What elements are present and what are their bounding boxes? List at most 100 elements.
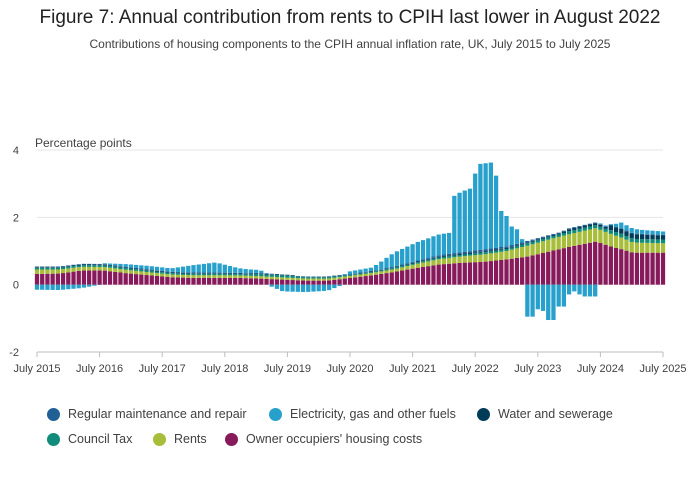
bar-council-tax bbox=[473, 253, 478, 256]
bar-water bbox=[180, 272, 186, 274]
bar-rents bbox=[598, 229, 603, 244]
bar-ooh bbox=[139, 274, 144, 285]
legend-item-ooh[interactable]: Owner occupiers' housing costs bbox=[225, 432, 422, 446]
bar-council-tax bbox=[201, 273, 207, 276]
legend-item-rents[interactable]: Rents bbox=[153, 432, 207, 446]
bar-regular-maintenance bbox=[473, 250, 478, 253]
bar-ooh bbox=[227, 277, 233, 285]
x-tick-label: July 2019 bbox=[264, 363, 311, 375]
bar-water bbox=[530, 240, 535, 242]
legend-dot-icon bbox=[153, 432, 166, 446]
bar-regular-maintenance bbox=[384, 268, 389, 269]
bar-ooh bbox=[118, 272, 123, 285]
bar-council-tax bbox=[405, 264, 410, 267]
bar-rents bbox=[326, 278, 332, 281]
bar-regular-maintenance bbox=[71, 264, 76, 266]
bar-water bbox=[436, 256, 441, 258]
bar-rents bbox=[66, 268, 71, 273]
bar-water bbox=[34, 267, 40, 268]
bar-electricity bbox=[577, 284, 582, 295]
bar-regular-maintenance bbox=[420, 259, 426, 261]
legend-item-water[interactable]: Water and sewerage bbox=[477, 407, 613, 421]
bar-ooh bbox=[473, 262, 478, 285]
bar-regular-maintenance bbox=[139, 268, 144, 270]
bar-council-tax bbox=[191, 273, 196, 276]
bar-electricity bbox=[233, 267, 238, 273]
bar-water bbox=[410, 262, 415, 264]
legend-item-regular-maintenance[interactable]: Regular maintenance and repair bbox=[47, 407, 247, 421]
bar-electricity bbox=[467, 188, 473, 252]
bar-rents bbox=[332, 277, 337, 280]
legend-dot-icon bbox=[225, 432, 238, 446]
bar-electricity bbox=[379, 261, 384, 270]
bar-water bbox=[269, 274, 274, 275]
bar-water bbox=[634, 234, 640, 239]
bar-regular-maintenance bbox=[113, 265, 118, 267]
bar-ooh bbox=[269, 279, 274, 285]
bar-council-tax bbox=[97, 265, 102, 267]
bar-council-tax bbox=[66, 266, 71, 269]
bar-water bbox=[572, 227, 577, 230]
bar-electricity bbox=[81, 284, 87, 288]
bar-water bbox=[488, 250, 493, 252]
bar-ooh bbox=[66, 272, 71, 285]
bar-rents bbox=[201, 275, 207, 278]
bar-ooh bbox=[165, 276, 170, 285]
bar-ooh bbox=[311, 280, 316, 285]
bar-rents bbox=[154, 273, 160, 276]
bar-council-tax bbox=[316, 277, 321, 279]
bar-electricity bbox=[113, 263, 118, 266]
y-tick-label: 4 bbox=[13, 145, 19, 157]
bar-water bbox=[207, 273, 212, 274]
bar-regular-maintenance bbox=[410, 261, 415, 263]
bar-regular-maintenance bbox=[478, 249, 483, 252]
bar-rents bbox=[207, 275, 212, 278]
bar-council-tax bbox=[326, 277, 332, 279]
bar-rents bbox=[441, 258, 447, 265]
bar-ooh bbox=[81, 270, 87, 285]
x-tick-label: July 2017 bbox=[139, 363, 186, 375]
bar-water bbox=[280, 274, 285, 276]
bar-ooh bbox=[97, 270, 102, 285]
bar-electricity bbox=[358, 269, 363, 273]
bar-ooh bbox=[201, 277, 207, 285]
bar-water bbox=[426, 259, 431, 261]
bar-electricity bbox=[50, 284, 55, 290]
bar-council-tax bbox=[572, 229, 577, 233]
bar-regular-maintenance bbox=[509, 245, 514, 247]
bar-rents bbox=[295, 278, 300, 281]
bar-council-tax bbox=[603, 228, 608, 232]
bar-rents bbox=[196, 275, 201, 278]
bar-ooh bbox=[326, 280, 332, 285]
bar-regular-maintenance bbox=[196, 272, 201, 274]
bar-ooh bbox=[71, 271, 76, 285]
bar-electricity bbox=[316, 284, 321, 292]
bar-regular-maintenance bbox=[546, 235, 551, 237]
bar-council-tax bbox=[660, 239, 666, 244]
bar-rents bbox=[551, 238, 556, 251]
bar-regular-maintenance bbox=[92, 263, 97, 265]
bar-regular-maintenance bbox=[446, 253, 452, 256]
bar-electricity bbox=[60, 284, 66, 290]
bar-regular-maintenance bbox=[598, 224, 603, 225]
bar-rents bbox=[175, 274, 180, 278]
bar-council-tax bbox=[379, 270, 384, 272]
bar-electricity bbox=[326, 284, 332, 291]
bar-water bbox=[186, 272, 191, 274]
bar-electricity bbox=[259, 270, 264, 274]
bar-electricity bbox=[634, 229, 640, 234]
bar-electricity bbox=[446, 232, 452, 254]
bar-ooh bbox=[60, 273, 66, 285]
bar-ooh bbox=[551, 250, 556, 285]
legend-item-council-tax[interactable]: Council Tax bbox=[47, 432, 132, 446]
bar-ooh bbox=[50, 273, 55, 285]
bar-rents bbox=[358, 274, 363, 277]
bar-council-tax bbox=[295, 276, 300, 279]
bar-regular-maintenance bbox=[149, 269, 154, 271]
legend-item-electricity[interactable]: Electricity, gas and other fuels bbox=[269, 407, 456, 421]
bar-council-tax bbox=[639, 239, 645, 243]
bar-electricity bbox=[274, 284, 280, 289]
bar-rents bbox=[405, 266, 410, 270]
bar-electricity bbox=[227, 266, 233, 273]
bar-council-tax bbox=[608, 230, 613, 234]
